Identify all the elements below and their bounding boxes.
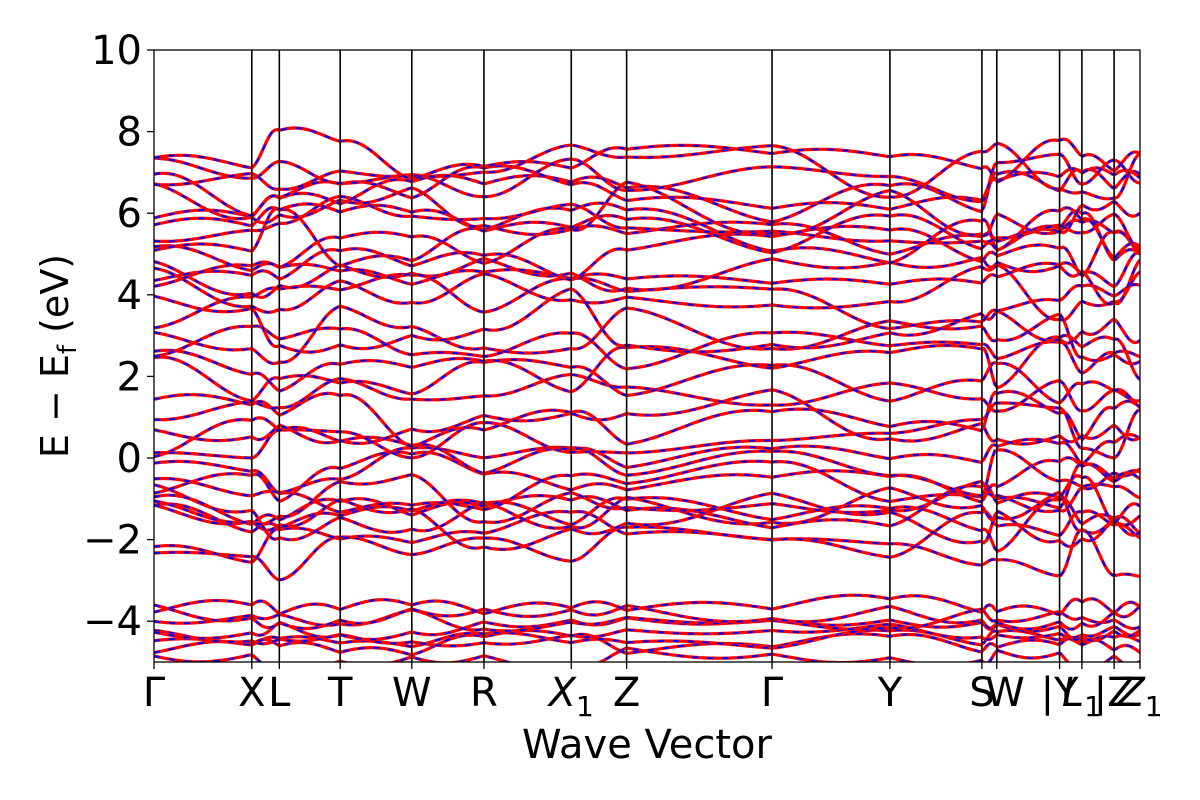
band-line-blue-dashed xyxy=(154,195,1140,249)
band-line-blue-dashed xyxy=(154,273,1140,330)
y-tick-label: 2 xyxy=(117,354,142,400)
y-tick-label: −2 xyxy=(83,518,142,564)
band-lines xyxy=(154,126,1140,662)
x-tick-label: |Y xyxy=(1041,670,1079,716)
x-tick-label: R xyxy=(470,670,498,716)
band-line-blue-dashed xyxy=(154,416,1140,474)
band-line-red xyxy=(154,287,1140,354)
band-line-red xyxy=(154,168,1140,224)
x-axis-label: Wave Vector xyxy=(522,722,773,768)
x-tick-label: W xyxy=(392,670,432,716)
band-line-blue-dashed xyxy=(154,334,1140,393)
band-line-blue-dashed xyxy=(154,594,1140,616)
band-line-blue-dashed xyxy=(154,373,1140,421)
x-tick-label: Z1 xyxy=(1116,670,1162,723)
x-tick-label: S xyxy=(969,670,994,716)
band-line-blue-dashed xyxy=(154,446,1140,499)
band-line-blue-dashed xyxy=(154,483,1140,541)
band-line-blue-dashed xyxy=(154,526,1140,581)
x-tick-label: X1 xyxy=(547,670,594,723)
band-line-blue-dashed xyxy=(154,390,1140,448)
band-line-blue-dashed xyxy=(154,324,1140,375)
band-line-blue-dashed xyxy=(154,608,1140,632)
band-line-blue-dashed xyxy=(154,388,1140,446)
high-symmetry-lines xyxy=(250,50,1115,662)
band-line-red xyxy=(154,355,1140,409)
band-line-blue-dashed xyxy=(154,629,1140,656)
band-line-red xyxy=(154,450,1140,504)
y-tick-label: 6 xyxy=(117,191,142,237)
x-axis-ticks: Γ X L T W R X1 Z Γ Y SW |YL1|ZZ1 xyxy=(143,662,1163,723)
band-line-red xyxy=(154,304,1140,366)
band-line-blue-dashed xyxy=(154,468,1140,526)
x-tick-label: L xyxy=(268,670,291,716)
x-tick-label: L1 xyxy=(1062,670,1102,723)
band-line-blue-dashed xyxy=(154,251,1140,288)
y-axis-label: E − Ef (eV) xyxy=(33,254,83,458)
y-tick-label: 4 xyxy=(117,273,142,319)
x-tick-label: W xyxy=(985,670,1025,716)
band-line-blue-dashed xyxy=(154,153,1140,203)
y-axis-ticks: −4 −2 0 2 4 6 8 10 xyxy=(83,28,154,645)
x-tick-label: Γ xyxy=(143,670,166,716)
band-line-blue-dashed xyxy=(154,623,1140,647)
band-line-red xyxy=(154,525,1140,582)
band-line-blue-dashed xyxy=(154,127,1140,183)
band-line-blue-dashed xyxy=(154,509,1140,564)
band-line-red xyxy=(154,272,1140,331)
x-tick-label: X xyxy=(238,670,265,716)
x-tick-label: Γ xyxy=(761,670,784,716)
y-tick-label: 10 xyxy=(91,28,142,74)
band-line-blue-dashed xyxy=(154,225,1140,282)
band-line-blue-dashed xyxy=(154,496,1140,553)
y-tick-label: 0 xyxy=(117,436,142,482)
x-tick-label: T xyxy=(327,670,353,716)
y-tick-label: −4 xyxy=(83,599,142,645)
x-tick-label: Y xyxy=(877,670,903,716)
band-line-blue-dashed xyxy=(154,604,1140,631)
band-line-blue-dashed xyxy=(154,474,1140,529)
band-line-red xyxy=(154,141,1140,201)
band-line-red xyxy=(154,164,1140,218)
y-tick-label: 8 xyxy=(117,110,142,156)
band-line-blue-dashed xyxy=(154,219,1140,272)
x-tick-label: Z xyxy=(613,670,640,716)
plot-frame xyxy=(153,49,1141,663)
band-line-blue-dashed xyxy=(154,264,1140,322)
x-tick-label: |Z xyxy=(1094,670,1135,716)
band-line-blue-dashed xyxy=(154,492,1140,551)
band-line-blue-dashed xyxy=(154,202,1140,267)
band-line-red xyxy=(154,593,1140,617)
band-line-blue-dashed xyxy=(154,402,1140,459)
